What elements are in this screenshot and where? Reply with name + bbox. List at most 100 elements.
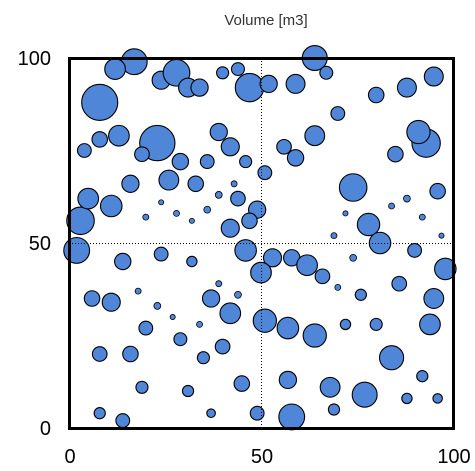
scatter-point (423, 66, 444, 87)
scatter-point (407, 242, 423, 258)
scatter-point (342, 210, 349, 217)
scatter-point (153, 246, 169, 262)
scatter-point (171, 152, 190, 171)
scatter-point (276, 138, 292, 155)
scatter-point (388, 202, 395, 210)
scatter-point (135, 380, 149, 394)
scatter-point (142, 213, 150, 221)
scatter-point (252, 308, 277, 333)
scatter-point (216, 66, 230, 80)
scatter-point (214, 338, 231, 355)
scatter-point (367, 86, 385, 104)
scatter-point (114, 252, 132, 271)
scatter-point (158, 199, 165, 206)
scatter-point (91, 346, 108, 362)
scatter-point (438, 232, 445, 239)
scatter-point (354, 288, 367, 301)
scatter-point (234, 72, 265, 103)
y-tick-label-0: 0 (40, 418, 51, 440)
scatter-point (330, 232, 338, 240)
scatter-point (158, 169, 180, 191)
scatter-point (286, 149, 305, 167)
scatter-point (302, 323, 327, 348)
scatter-point (369, 317, 383, 331)
scatter-point (278, 403, 306, 431)
x-tick-label-50: 50 (251, 446, 273, 468)
scatter-point (401, 392, 413, 405)
scatter-point (215, 280, 223, 288)
scatter-point (138, 320, 154, 336)
scatter-point (330, 106, 346, 121)
scatter-point (122, 345, 139, 363)
scatter-point (241, 212, 258, 230)
scatter-point (201, 289, 221, 308)
scatter-point (432, 393, 443, 404)
scatter-point (233, 375, 251, 392)
scatter-point (387, 145, 404, 163)
scatter-point (434, 257, 457, 281)
scatter-point (219, 302, 242, 325)
chart-title: Volume [m3] (224, 12, 307, 29)
scatter-point (153, 302, 162, 310)
scatter-point (206, 408, 216, 419)
scatter-point (416, 370, 429, 383)
scatter-point (220, 218, 240, 238)
scatter-point (419, 313, 441, 336)
x-tick-label-0: 0 (64, 446, 75, 468)
scatter-point (406, 119, 431, 145)
scatter-point (196, 320, 203, 328)
scatter-point (63, 236, 91, 264)
scatter-point (356, 212, 381, 237)
scatter-point (319, 65, 334, 80)
scatter-point (134, 146, 150, 163)
scatter-point (391, 275, 408, 292)
scatter-points (63, 44, 457, 431)
scatter-point (378, 345, 405, 371)
scatter-point (93, 407, 106, 420)
scatter-point (319, 376, 341, 398)
scatter-point (173, 332, 188, 347)
scatter-point (327, 403, 341, 416)
scatter-point (91, 131, 109, 148)
scatter-point (190, 78, 209, 97)
scatter-point (199, 154, 215, 170)
scatter-point (196, 351, 210, 365)
scatter-point (220, 137, 240, 157)
scatter-point (188, 217, 195, 224)
scatter-point (249, 405, 265, 421)
scatter-point (234, 290, 242, 299)
scatter-point (296, 254, 318, 277)
scatter-point (314, 268, 331, 285)
scatter-point (349, 253, 358, 262)
scatter-point (214, 191, 223, 199)
scatter-point (99, 194, 123, 218)
scatter-point (423, 288, 445, 309)
scatter-point (403, 194, 411, 203)
scatter-point (338, 173, 368, 202)
scatter-point (285, 73, 306, 94)
scatter-point (230, 190, 246, 207)
scatter-point (66, 206, 95, 236)
scatter-point (418, 213, 426, 221)
scatter-point (81, 83, 119, 122)
scatter-point (83, 290, 101, 307)
scatter-point (334, 283, 342, 291)
scatter-point (76, 143, 92, 158)
scatter-point (304, 125, 326, 147)
scatter-point (77, 187, 100, 210)
scatter-point (181, 384, 195, 398)
scatter-point (101, 292, 121, 312)
scatter-point (169, 314, 176, 320)
scatter-point (134, 287, 142, 295)
y-tick-label-50: 50 (29, 233, 51, 255)
scatter-point (209, 122, 228, 142)
y-tick-label-100: 100 (18, 48, 51, 70)
scatter-point (203, 205, 212, 214)
scatter-point (121, 174, 140, 193)
scatter-point (115, 413, 131, 429)
scatter-point (259, 74, 278, 94)
scatter-point (339, 318, 352, 331)
scatter-point (257, 165, 273, 181)
